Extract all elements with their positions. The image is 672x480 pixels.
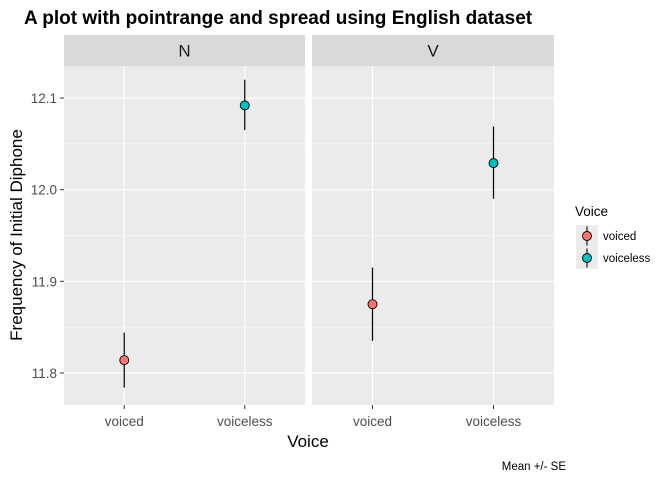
x-axis-title: Voice (287, 432, 329, 451)
facet-strip (312, 35, 554, 66)
legend-key-point (582, 253, 592, 263)
x-tick-label: voiced (105, 414, 144, 429)
legend-title: Voice (575, 204, 608, 219)
data-point (488, 158, 499, 169)
data-point (367, 299, 378, 310)
facet-strip-label: N (178, 42, 190, 61)
chart-title: A plot with pointrange and spread using … (24, 8, 533, 29)
y-tick-label: 11.9 (32, 274, 57, 289)
data-point (239, 100, 250, 111)
x-tick-label: voiceless (217, 414, 273, 429)
legend-keys: voiced voiceless (576, 225, 651, 269)
facet-strip (64, 35, 305, 66)
data-point (119, 355, 130, 366)
y-axis: 11.8 11.9 12.0 12.1 (31, 91, 64, 381)
y-tick-label: 12.0 (31, 183, 57, 198)
x-tick-label: voiceless (466, 414, 522, 429)
facet-strip-label: V (427, 42, 439, 61)
y-axis-title: Frequency of Initial Diphone (7, 129, 26, 341)
legend-label: voiced (603, 231, 636, 243)
caption: Mean +/- SE (502, 461, 567, 473)
legend-key-point (582, 231, 592, 241)
legend-label: voiceless (603, 253, 651, 265)
x-tick-label: voiced (353, 414, 392, 429)
y-tick-label: 11.8 (32, 366, 57, 381)
y-tick-label: 12.1 (31, 91, 57, 106)
